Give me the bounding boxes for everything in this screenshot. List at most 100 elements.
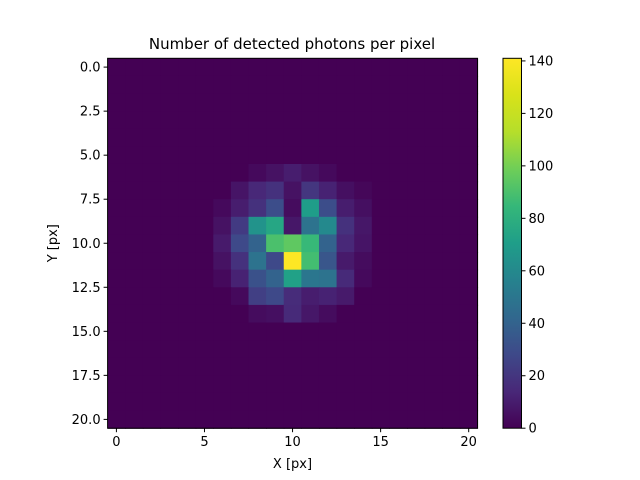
heatmap-cell	[459, 340, 479, 359]
heatmap-cell	[354, 357, 373, 376]
heatmap-cell	[459, 287, 479, 306]
y-tick-label: 20.0	[72, 413, 101, 428]
heatmap-cell	[160, 181, 179, 200]
heatmap-cell	[301, 304, 320, 324]
heatmap-cell	[160, 93, 179, 112]
colorbar-tick-label: 40	[529, 317, 546, 332]
heatmap-cell	[301, 163, 320, 183]
heatmap-cell	[459, 128, 479, 147]
heatmap-cell	[178, 93, 197, 112]
heatmap-cell	[213, 375, 232, 394]
heatmap-cell	[213, 181, 232, 200]
heatmap-cell	[230, 340, 250, 359]
heatmap-cell	[424, 357, 443, 376]
y-tick-label: 5.0	[80, 149, 101, 164]
heatmap-cell	[283, 199, 302, 218]
heatmap-cell	[318, 375, 338, 394]
heatmap-cell	[442, 128, 461, 147]
heatmap-cell	[459, 304, 479, 324]
heatmap-cell	[407, 75, 426, 95]
heatmap-cell	[301, 58, 320, 77]
heatmap-cell	[354, 181, 373, 200]
heatmap-cell	[354, 75, 373, 95]
colorbar-tick-label: 20	[529, 369, 546, 384]
heatmap-cell	[424, 287, 443, 306]
heatmap-cell	[213, 163, 232, 183]
heatmap-cell	[371, 322, 391, 341]
heatmap-cell	[248, 252, 267, 271]
heatmap-cell	[318, 234, 338, 253]
heatmap-cell	[160, 216, 179, 236]
heatmap-cell	[160, 375, 179, 394]
heatmap-cell	[248, 93, 267, 112]
heatmap-cell	[301, 252, 320, 271]
heatmap-cell	[213, 304, 232, 324]
heatmap-cell	[178, 75, 197, 95]
heatmap-cell	[336, 181, 355, 200]
heatmap-cell	[318, 111, 338, 130]
heatmap-cell	[107, 287, 126, 306]
heatmap-cell	[318, 304, 338, 324]
heatmap-cell	[283, 146, 302, 165]
heatmap-cell	[142, 93, 162, 112]
heatmap-cell	[407, 287, 426, 306]
heatmap-cell	[336, 375, 355, 394]
heatmap-cell	[354, 252, 373, 271]
heatmap-cell	[195, 269, 214, 288]
heatmap-cell	[195, 58, 214, 77]
heatmap-cell	[442, 58, 461, 77]
heatmap-cell	[160, 269, 179, 288]
heatmap-cell	[459, 58, 479, 77]
heatmap-cell	[354, 128, 373, 147]
heatmap-cell	[389, 410, 408, 429]
heatmap-cell	[442, 93, 461, 112]
heatmap-cell	[266, 322, 285, 341]
heatmap-cell	[301, 234, 320, 253]
heatmap-cell	[142, 58, 162, 77]
heatmap-cell	[107, 410, 126, 429]
heatmap-cell	[407, 304, 426, 324]
heatmap-cell	[142, 269, 162, 288]
heatmap-cell	[407, 181, 426, 200]
heatmap-cell	[142, 287, 162, 306]
heatmap-cell	[266, 340, 285, 359]
heatmap-cell	[371, 287, 391, 306]
heatmap-cell	[107, 340, 126, 359]
heatmap-cell	[195, 146, 214, 165]
heatmap-cell	[230, 392, 250, 412]
heatmap-cell	[459, 75, 479, 95]
heatmap-cell	[389, 304, 408, 324]
heatmap-cell	[442, 216, 461, 236]
heatmap-cell	[195, 287, 214, 306]
heatmap-cell	[107, 181, 126, 200]
heatmap-cell	[178, 181, 197, 200]
heatmap-cell	[283, 163, 302, 183]
heatmap-cell	[424, 216, 443, 236]
heatmap-cell	[283, 181, 302, 200]
heatmap-cell	[230, 58, 250, 77]
heatmap-cell	[160, 75, 179, 95]
heatmap-cell	[407, 93, 426, 112]
heatmap-cell	[389, 111, 408, 130]
heatmap-cell	[371, 357, 391, 376]
heatmap-cell	[266, 181, 285, 200]
heatmap-cell	[195, 234, 214, 253]
heatmap-cell	[336, 199, 355, 218]
heatmap-cell	[318, 93, 338, 112]
heatmap-cell	[213, 111, 232, 130]
heatmap-cell	[160, 128, 179, 147]
heatmap-cell	[442, 340, 461, 359]
heatmap-cell	[213, 269, 232, 288]
heatmap-cell	[195, 199, 214, 218]
heatmap-cell	[107, 128, 126, 147]
y-tick-label: 2.5	[80, 105, 101, 120]
heatmap-cell	[354, 375, 373, 394]
heatmap-cell	[266, 287, 285, 306]
heatmap-cell	[230, 75, 250, 95]
heatmap-cell	[230, 234, 250, 253]
heatmap-cell	[336, 252, 355, 271]
heatmap-cell	[266, 252, 285, 271]
heatmap-cell	[371, 181, 391, 200]
heatmap-cell	[459, 146, 479, 165]
heatmap-cell	[442, 199, 461, 218]
